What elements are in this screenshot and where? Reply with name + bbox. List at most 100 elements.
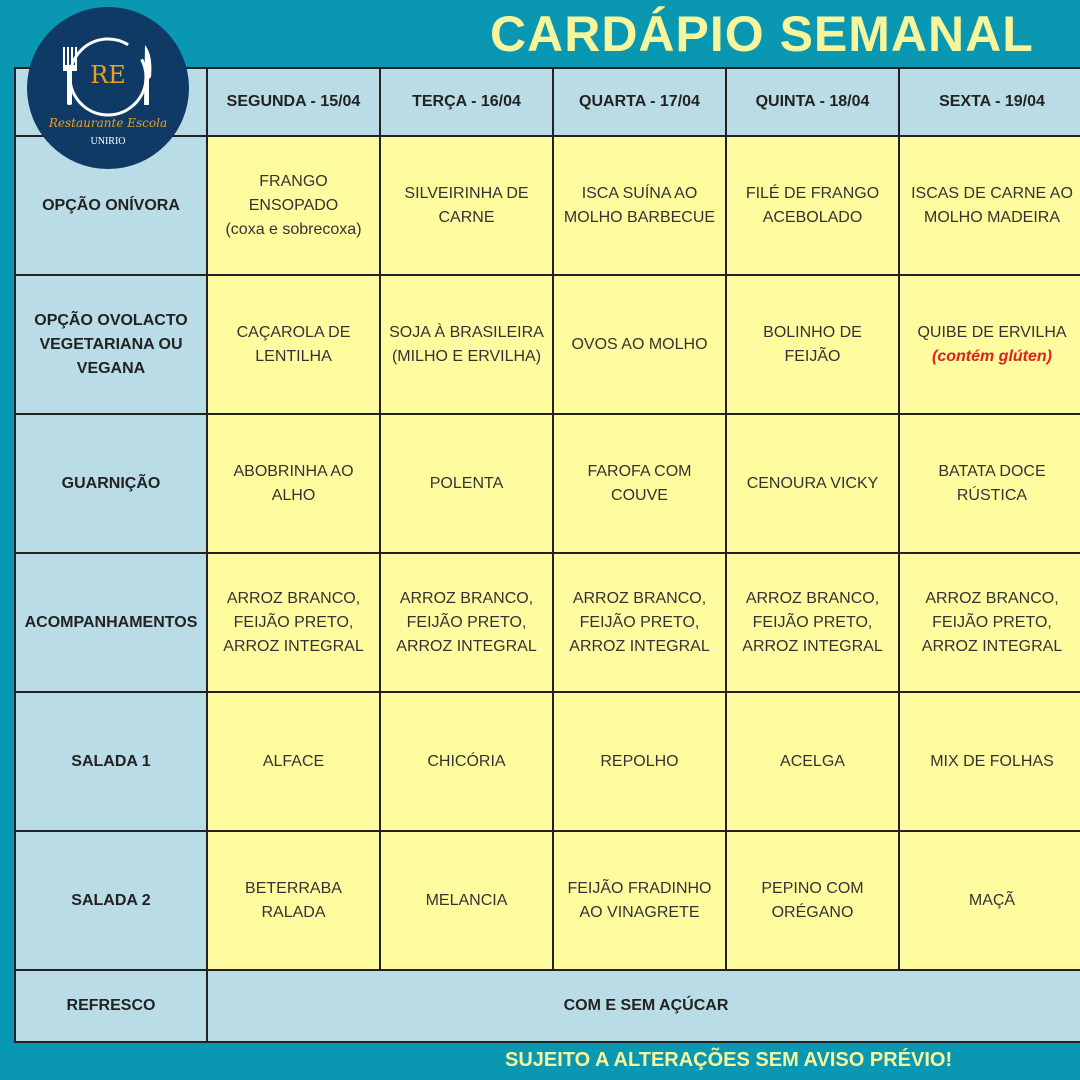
menu-row: GUARNIÇÃO ABOBRINHA AO ALHO POLENTA FAROFA C… [14, 413, 1080, 554]
refresco-row: REFRESCO COM E SEM AÇÚCAR [14, 969, 1080, 1043]
dish-line: MELANCIA [425, 891, 508, 909]
menu-cell: ISCA SUÍNA AO MOLHO BARBECUE [552, 135, 727, 276]
menu-cell: ARROZ BRANCO, FEIJÃO PRETO, ARROZ INTEGRAL [552, 552, 727, 693]
dish-line: ARROZ BRANCO, [572, 589, 707, 607]
dish-line: ARROZ BRANCO, [399, 589, 534, 607]
dish-line: SOJA À BRASILEIRA [389, 323, 544, 341]
menu-cell: REPOLHO [552, 691, 727, 832]
dish-line: FEIJÃO FRADINHO [567, 879, 712, 897]
dish-line: FRANGO [259, 172, 328, 190]
day-header: QUARTA - 17/04 [552, 67, 727, 137]
dish-line: ARROZ INTEGRAL [223, 637, 364, 655]
logo-initials: RE [90, 61, 126, 89]
dish-line: FEIJÃO PRETO, [752, 613, 873, 631]
menu-cell: MIX DE FOLHAS [898, 691, 1080, 832]
menu-cell: ABOBRINHA AO ALHO [206, 413, 381, 554]
dish-line: FILÉ DE FRANGO [745, 184, 880, 202]
row-label: SALADA 1 [14, 691, 208, 832]
dish-line: ISCAS DE CARNE AO [911, 184, 1073, 202]
dish-line: ISCA SUÍNA AO [581, 184, 698, 202]
restaurant-logo: RE Restaurante Escola UNIRIO [27, 7, 189, 169]
page-title: CARDÁPIO SEMANAL [490, 6, 1034, 62]
dish-line: ARROZ INTEGRAL [742, 637, 883, 655]
dish-line: POLENTA [429, 474, 504, 492]
menu-cell: PEPINO COM ORÉGANO [725, 830, 900, 971]
menu-cell: CHICÓRIA [379, 691, 554, 832]
menu-cell: OVOS AO MOLHO [552, 274, 727, 415]
menu-cell: CENOURA VICKY [725, 413, 900, 554]
dish-line: COUVE [611, 486, 668, 504]
dish-line: ARROZ BRANCO, [745, 589, 880, 607]
row-label: ACOMPANHAMENTOS [14, 552, 208, 693]
dish-line: ARROZ BRANCO, [925, 589, 1059, 607]
dish-line: ARROZ BRANCO, [226, 589, 361, 607]
dish-line: MIX DE FOLHAS [930, 752, 1054, 770]
logo-name: Restaurante Escola [48, 116, 168, 130]
day-header: QUINTA - 18/04 [725, 67, 900, 137]
dish-line: CAÇAROLA DE [236, 323, 351, 341]
dish-line: (MILHO E ERVILHA) [391, 347, 542, 365]
dish-line: ALFACE [262, 752, 325, 770]
menu-cell: BETERRABA RALADA [206, 830, 381, 971]
dish-line: LENTILHA [255, 347, 332, 365]
dish-line: FEIJÃO PRETO, [233, 613, 354, 631]
dish-line: ACELGA [780, 752, 845, 770]
dish-line: ENSOPADO [248, 196, 339, 214]
menu-cell: ARROZ BRANCO, FEIJÃO PRETO, ARROZ INTEGRAL [206, 552, 381, 693]
dish-line: MOLHO BARBECUE [563, 208, 716, 226]
menu-table: SEGUNDA - 15/04 TERÇA - 16/04 QUARTA - 1… [14, 67, 1080, 1043]
dish-line: MOLHO MADEIRA [923, 208, 1060, 226]
dish-line: ARROZ INTEGRAL [569, 637, 710, 655]
dish-line: FEIJÃO PRETO, [579, 613, 700, 631]
menu-cell: FEIJÃO FRADINHO AO VINAGRETE [552, 830, 727, 971]
menu-row: OPÇÃO OVOLACTO VEGETARIANA OU VEGANA CAÇA… [14, 274, 1080, 415]
dish-line: CENOURA VICKY [746, 474, 879, 492]
dish-line: OVOS AO MOLHO [571, 335, 708, 353]
menu-cell: ARROZ BRANCO, FEIJÃO PRETO, ARROZ INTEGRAL [898, 552, 1080, 693]
dish-line: FEIJÃO [784, 347, 841, 365]
menu-cell: SILVEIRINHA DE CARNE [379, 135, 554, 276]
menu-cell: MELANCIA [379, 830, 554, 971]
menu-cell: ACELGA [725, 691, 900, 832]
disclaimer: SUJEITO A ALTERAÇÕES SEM AVISO PRÉVIO! [505, 1049, 953, 1071]
day-header: SEGUNDA - 15/04 [206, 67, 381, 137]
row-label: OPÇÃO ONÍVORA [14, 135, 208, 276]
menu-cell: FRANGO ENSOPADO (coxa e sobrecoxa) [206, 135, 381, 276]
menu-cell: FAROFA COM COUVE [552, 413, 727, 554]
dish-line: QUIBE DE ERVILHA [917, 323, 1067, 341]
dish-line: FAROFA COM [587, 462, 692, 480]
dish-line: ARROZ INTEGRAL [396, 637, 537, 655]
refresco-value: COM E SEM AÇÚCAR [206, 969, 1080, 1043]
menu-cell: ISCAS DE CARNE AO MOLHO MADEIRA [898, 135, 1080, 276]
dish-line: FEIJÃO PRETO, [932, 613, 1052, 631]
menu-cell: ARROZ BRANCO, FEIJÃO PRETO, ARROZ INTEGRAL [725, 552, 900, 693]
dish-line: PEPINO COM [761, 879, 864, 897]
menu-cell: BOLINHO DE FEIJÃO [725, 274, 900, 415]
dish-line: BETERRABA [245, 879, 342, 897]
logo-org: UNIRIO [90, 136, 126, 147]
dish-line: AO VINAGRETE [579, 903, 700, 921]
menu-cell: QUIBE DE ERVILHA (contém glúten) [898, 274, 1080, 415]
dish-line: ORÉGANO [771, 903, 854, 921]
menu-cell: ALFACE [206, 691, 381, 832]
dish-line: RÚSTICA [956, 486, 1028, 504]
day-header: SEXTA - 19/04 [898, 67, 1080, 137]
dish-line: SILVEIRINHA DE [404, 184, 529, 202]
dish-line: BATATA DOCE [938, 462, 1046, 480]
menu-cell: POLENTA [379, 413, 554, 554]
dish-line: CHICÓRIA [427, 752, 506, 770]
menu-cell: MAÇÃ [898, 830, 1080, 971]
menu-cell: CAÇAROLA DE LENTILHA [206, 274, 381, 415]
menu-row: OPÇÃO ONÍVORA FRANGO ENSOPADO (coxa e sobre… [14, 135, 1080, 276]
dish-line: MAÇÃ [968, 891, 1016, 909]
dish-line: ALHO [271, 486, 316, 504]
dish-line: BOLINHO DE [763, 323, 862, 341]
row-label: OPÇÃO OVOLACTO VEGETARIANA OU VEGANA [14, 274, 208, 415]
row-label: SALADA 2 [14, 830, 208, 971]
dish-line: FEIJÃO PRETO, [406, 613, 527, 631]
row-label: GUARNIÇÃO [14, 413, 208, 554]
menu-cell: FILÉ DE FRANGO ACEBOLADO [725, 135, 900, 276]
menu-row: ACOMPANHAMENTOS ARROZ BRANCO, FEIJÃO PRETO… [14, 552, 1080, 693]
row-label: REFRESCO [14, 969, 208, 1043]
dish-line: ACEBOLADO [762, 208, 863, 226]
